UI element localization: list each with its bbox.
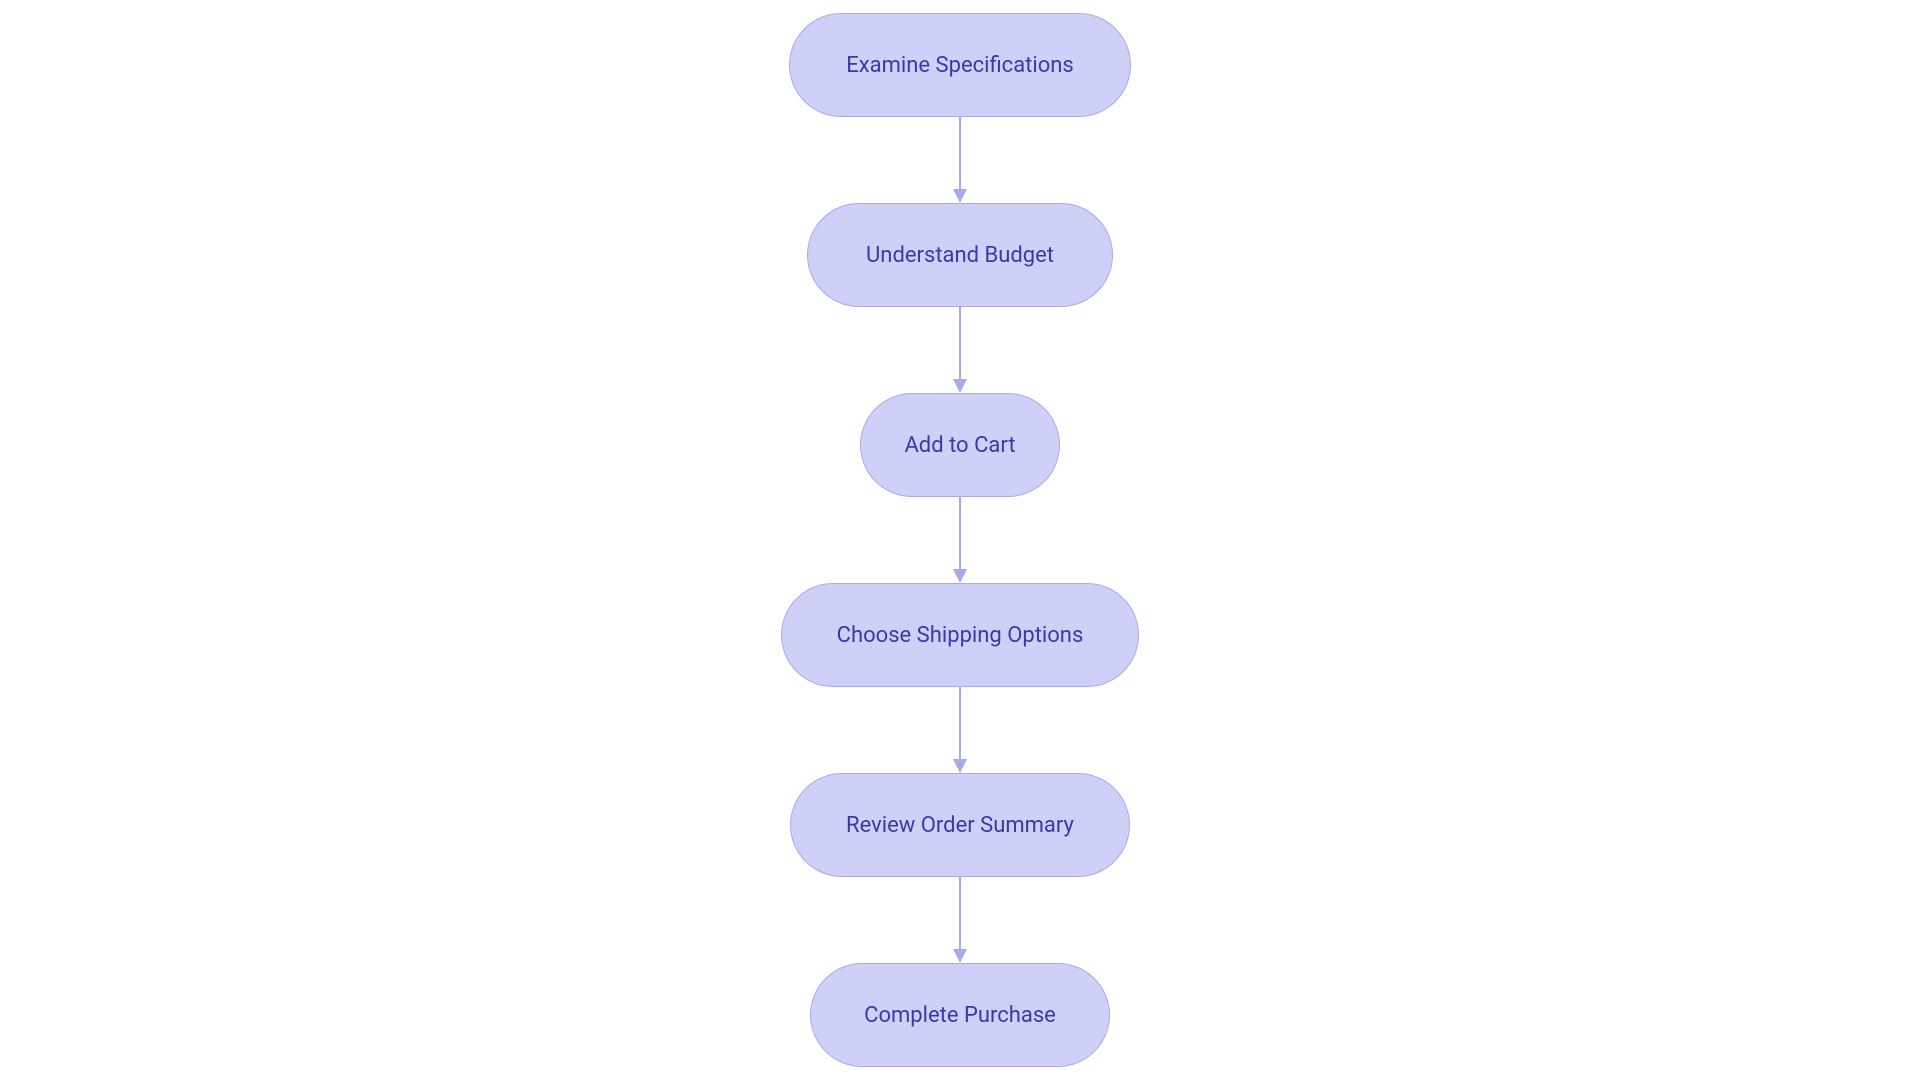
flowchart-node-3: Choose Shipping Options — [781, 583, 1139, 687]
flowchart-node-5: Complete Purchase — [810, 963, 1110, 1067]
flowchart-node-label-0: Examine Specifications — [846, 53, 1074, 78]
flowchart-node-4: Review Order Summary — [790, 773, 1130, 877]
flowchart-node-label-2: Add to Cart — [904, 433, 1015, 458]
flowchart-arrow-2 — [953, 497, 967, 583]
flowchart-node-label-3: Choose Shipping Options — [837, 623, 1084, 648]
flowchart-node-label-5: Complete Purchase — [864, 1003, 1056, 1028]
flowchart-node-2: Add to Cart — [860, 393, 1060, 497]
flowchart-container: Examine Specifications Understand Budget A… — [781, 13, 1139, 1067]
flowchart-node-0: Examine Specifications — [789, 13, 1131, 117]
flowchart-node-label-1: Understand Budget — [866, 243, 1054, 268]
flowchart-arrow-3 — [953, 687, 967, 773]
flowchart-arrow-1 — [953, 307, 967, 393]
flowchart-arrow-4 — [953, 877, 967, 963]
flowchart-arrow-0 — [953, 117, 967, 203]
flowchart-node-label-4: Review Order Summary — [846, 813, 1074, 838]
flowchart-node-1: Understand Budget — [807, 203, 1113, 307]
